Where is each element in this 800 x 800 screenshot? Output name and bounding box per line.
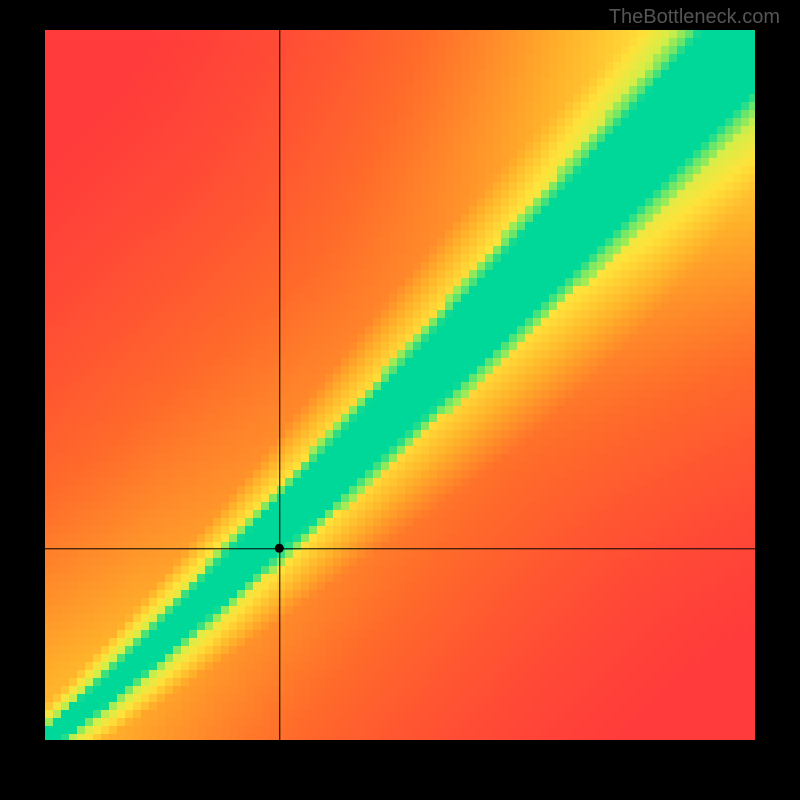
bottleneck-heatmap (45, 30, 755, 740)
watermark-text: TheBottleneck.com (609, 6, 780, 29)
plot-area (45, 30, 755, 740)
chart-container: TheBottleneck.com (0, 0, 800, 800)
